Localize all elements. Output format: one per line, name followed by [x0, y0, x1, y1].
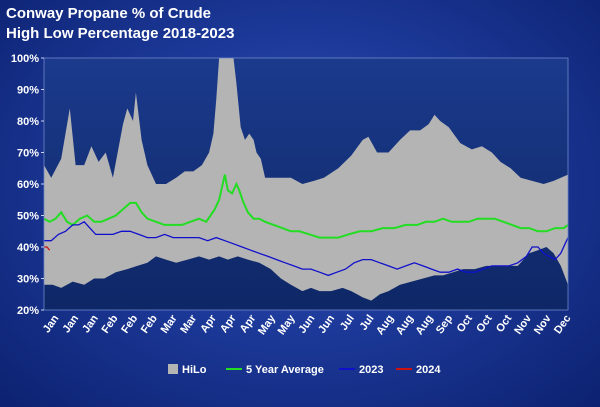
- y-tick-label: 100%: [11, 53, 39, 65]
- x-tick-label: Apr: [238, 312, 259, 335]
- series-line-2024: [44, 246, 51, 251]
- x-tick-label: Sep: [434, 313, 456, 337]
- x-tick-label: Feb: [139, 313, 160, 336]
- x-tick-label: Jan: [80, 313, 101, 336]
- y-tick-label: 80%: [17, 116, 39, 128]
- x-tick-label: Oct: [474, 313, 495, 335]
- x-tick-label: Aug: [414, 313, 436, 337]
- x-tick-label: Oct: [455, 313, 476, 335]
- y-tick-label: 50%: [17, 211, 39, 223]
- x-tick-label: May: [256, 312, 279, 337]
- legend-label-2023: 2023: [359, 364, 383, 376]
- plot-series-group: [44, 58, 568, 301]
- series-line-2023: [44, 220, 568, 277]
- x-tick-label: Aug: [394, 313, 416, 337]
- hilo-band: [44, 58, 568, 301]
- legend-label-hilo: HiLo: [182, 364, 207, 376]
- x-tick-label: Apr: [218, 312, 239, 335]
- x-tick-label: Jun: [296, 313, 317, 336]
- x-tick-label: Jan: [41, 313, 62, 336]
- x-tick-label: Jan: [60, 313, 81, 336]
- x-tick-label: Nov: [532, 312, 554, 337]
- y-tick-label: 30%: [17, 274, 39, 286]
- x-tick-label: Feb: [100, 313, 121, 336]
- x-tick-label: Aug: [374, 313, 396, 337]
- x-tick-label: Jun: [316, 313, 337, 336]
- legend-label-2024: 2024: [416, 364, 441, 376]
- x-tick-label: Feb: [119, 313, 140, 336]
- x-tick-label: Dec: [552, 313, 573, 336]
- y-tick-label: 90%: [17, 85, 39, 97]
- chart-title: Conway Propane % of Crude: [6, 5, 212, 22]
- y-tick-label: 40%: [17, 242, 39, 254]
- x-tick-label: Mar: [178, 312, 199, 335]
- x-tick-label: Mar: [159, 312, 180, 335]
- x-tick-label: May: [276, 312, 299, 337]
- chart-subtitle: High Low Percentage 2018-2023: [6, 25, 235, 42]
- x-tick-label: Apr: [198, 312, 219, 335]
- x-tick-label: Nov: [512, 312, 534, 337]
- legend-label-5-year-average: 5 Year Average: [246, 364, 324, 376]
- x-tick-label: Oct: [494, 313, 515, 335]
- y-tick-label: 70%: [17, 148, 39, 160]
- x-tick-label: Jul: [338, 313, 357, 333]
- y-tick-label: 20%: [17, 305, 39, 317]
- series-line-5-year-average: [44, 174, 568, 239]
- legend-swatch-hilo: [168, 364, 178, 374]
- y-tick-label: 60%: [17, 179, 39, 191]
